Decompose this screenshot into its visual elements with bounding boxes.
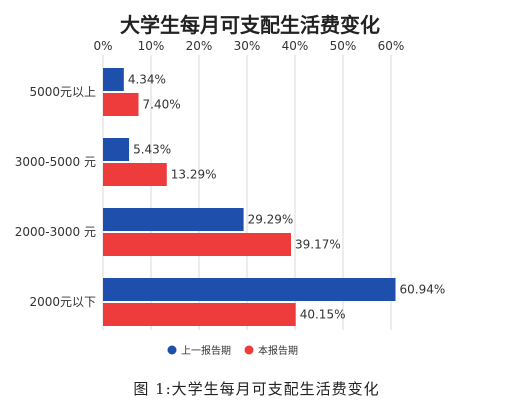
legend-label: 本报告期: [258, 344, 298, 357]
bar: [103, 278, 396, 301]
category-label: 2000元以下: [29, 295, 96, 309]
legend-label: 上一报告期: [181, 344, 231, 357]
x-tick-label: 50%: [330, 39, 357, 53]
bar: [103, 93, 139, 116]
category-label: 5000元以上: [29, 85, 96, 99]
data-label: 39.17%: [295, 238, 341, 252]
x-tick-label: 10%: [138, 39, 165, 53]
x-tick-label: 30%: [234, 39, 261, 53]
data-label: 60.94%: [400, 283, 446, 297]
data-label: 5.43%: [133, 143, 171, 157]
chart-title: 大学生每月可支配生活费变化: [120, 13, 380, 37]
data-label: 40.15%: [300, 308, 346, 322]
data-label: 7.40%: [143, 98, 181, 112]
bar: [103, 163, 167, 186]
chart-svg: 大学生每月可支配生活费变化 0% 10% 20% 30% 40% 50% 60% 5000元…: [15, 13, 446, 357]
legend-swatch: [244, 345, 254, 355]
bars: 4.34% 7.40% 5.43%13.29% 29.29%39.17% 60.94% 4…: [103, 68, 445, 326]
x-tick-labels: 0% 10% 20% 30% 40% 50% 60%: [93, 39, 404, 53]
category-label: 2000-3000 元: [15, 225, 96, 239]
x-tick-label: 0%: [93, 39, 112, 53]
x-tick-label: 60%: [378, 39, 405, 53]
figure-caption: 图 1:大学生每月可支配生活费变化: [133, 380, 380, 398]
bar: [103, 233, 292, 256]
bar: [103, 303, 296, 326]
category-labels: 5000元以上 3000-5000 元 2000-3000 元 2000元以下: [15, 85, 96, 309]
bar: [103, 138, 130, 161]
bar: [103, 68, 124, 91]
bar: [103, 208, 244, 231]
legend-swatch: [167, 345, 177, 355]
data-label: 13.29%: [171, 168, 217, 182]
x-tick-label: 40%: [282, 39, 309, 53]
data-label: 4.34%: [128, 73, 166, 87]
category-label: 3000-5000 元: [15, 155, 96, 169]
x-tick-label: 20%: [186, 39, 213, 53]
grid-lines: [102, 55, 392, 330]
legend: 上一报告期 本报告期: [167, 344, 298, 357]
data-label: 29.29%: [248, 213, 294, 227]
